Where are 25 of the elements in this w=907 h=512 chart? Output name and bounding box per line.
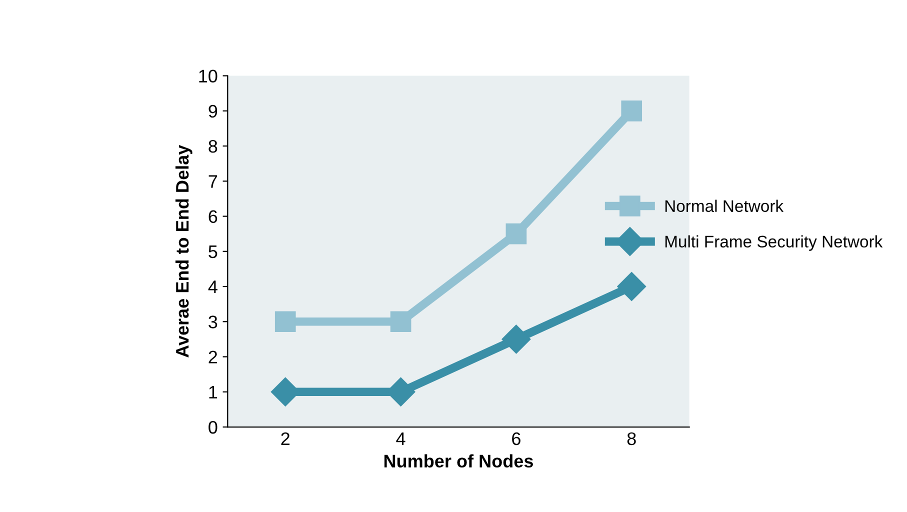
x-tick-label: 2: [281, 432, 290, 445]
point: [274, 311, 296, 332]
x-tick-label: 8: [627, 432, 636, 446]
y-axis-title: Averae End to End Delay: [175, 144, 192, 358]
point: [390, 311, 412, 332]
legend-label: Normal Network: [665, 200, 784, 212]
y-tick-label: 2: [208, 350, 218, 364]
y-tick-label: 6: [208, 210, 218, 223]
y-tick-label: 4: [208, 280, 218, 294]
x-tick-label: 6: [512, 432, 520, 446]
y-tick-label: 7: [208, 175, 218, 188]
point: [617, 272, 646, 301]
y-tick-label: 3: [208, 316, 218, 328]
y-tick-label: 5: [208, 246, 218, 258]
y-tick-label: 8: [208, 140, 218, 153]
y-tick-label: 1: [209, 386, 218, 398]
x-tick-label: 4: [396, 432, 406, 445]
point: [506, 223, 527, 244]
point: [502, 324, 531, 354]
x-axis-title: Number of Nodes: [384, 454, 533, 468]
y-tick-label: 9: [208, 104, 218, 118]
point: [621, 100, 642, 122]
legend-label: Multi Frame Security Network: [665, 235, 883, 251]
y-tick-label: 10: [199, 70, 218, 82]
y-tick-label: 0: [208, 420, 218, 434]
